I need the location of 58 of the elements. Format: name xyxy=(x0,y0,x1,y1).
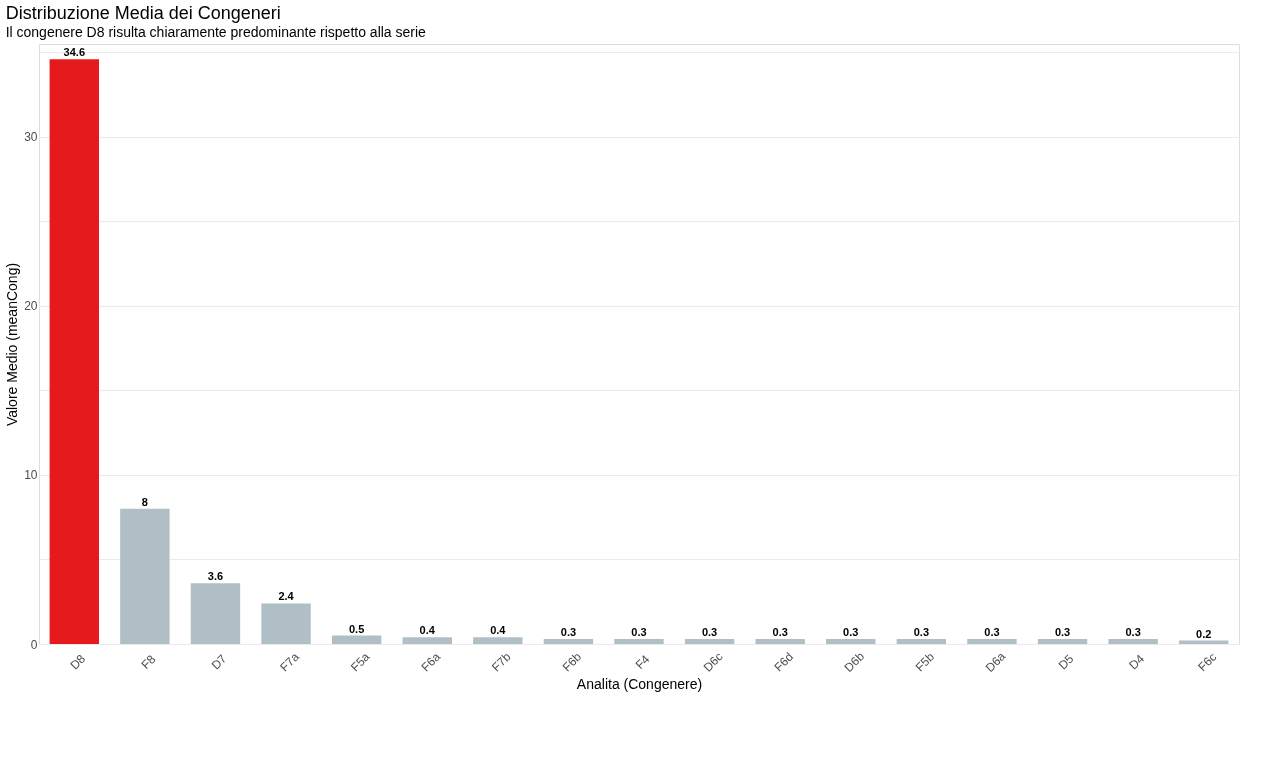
bar xyxy=(402,637,452,644)
bar xyxy=(614,638,664,644)
x-tick-label: F8 xyxy=(138,651,159,672)
bar xyxy=(1108,638,1158,644)
bar xyxy=(120,508,170,644)
x-tick-label: D4 xyxy=(1126,651,1148,673)
data-label: 0.4 xyxy=(490,624,507,637)
bar xyxy=(755,638,805,644)
bar xyxy=(543,638,594,644)
bar xyxy=(473,637,523,644)
x-tick-label: F6b xyxy=(559,649,585,675)
data-label: 0.3 xyxy=(1054,625,1071,638)
data-label: 0.3 xyxy=(843,625,859,638)
y-tick-label: 10 xyxy=(24,468,38,483)
data-label: 34.6 xyxy=(63,46,86,59)
bar xyxy=(967,638,1017,644)
x-tick-label: D6a xyxy=(982,649,1009,675)
data-label: 0.5 xyxy=(349,622,365,635)
x-tick-label: D8 xyxy=(67,651,89,673)
data-label: 0.3 xyxy=(984,625,1000,638)
data-label: 0.3 xyxy=(560,625,577,638)
data-label: 8 xyxy=(141,495,148,508)
bar xyxy=(684,638,735,644)
bar xyxy=(1037,638,1088,644)
data-label: 0.3 xyxy=(772,625,788,638)
x-tick-label: D5 xyxy=(1055,651,1077,673)
y-axis-title: Valore Medio (meanCong) xyxy=(4,262,21,427)
x-tick-label: D7 xyxy=(208,651,230,673)
x-tick-label: F5b xyxy=(912,649,938,675)
bar xyxy=(261,603,311,644)
data-label: 0.3 xyxy=(631,625,647,638)
data-label: 0.3 xyxy=(701,625,718,638)
chart-title: Distribuzione Media dei Congeneri xyxy=(5,3,281,23)
x-tick-label: D6b xyxy=(841,649,868,675)
data-label: 2.4 xyxy=(278,590,295,603)
y-tick-label: 30 xyxy=(24,130,38,145)
data-label: 0.3 xyxy=(913,625,929,638)
bar xyxy=(49,59,99,644)
x-tick-label: F6d xyxy=(771,649,796,675)
y-tick-label: 0 xyxy=(30,637,38,652)
bar xyxy=(331,635,382,644)
bar xyxy=(826,638,876,644)
data-label: 0.4 xyxy=(419,624,436,637)
data-label: 0.2 xyxy=(1196,627,1212,640)
x-tick-label: F4 xyxy=(632,651,653,672)
bar xyxy=(896,638,947,644)
x-axis-title: Analita (Congenere) xyxy=(576,676,703,693)
x-tick-label: F7b xyxy=(489,649,514,675)
x-tick-label: F6c xyxy=(1195,650,1220,675)
x-tick-label: D6c xyxy=(700,649,726,675)
bar xyxy=(190,583,241,644)
x-tick-label: F7a xyxy=(277,649,303,675)
x-tick-label: F5a xyxy=(347,649,373,675)
data-label: 0.3 xyxy=(1125,625,1141,638)
x-tick-label: F6a xyxy=(418,649,444,675)
chart-subtitle: Il congenere D8 risulta chiaramente predominante rispetto alla serie xyxy=(5,24,427,40)
data-label: 3.6 xyxy=(207,570,224,583)
y-tick-label: 20 xyxy=(24,299,38,314)
